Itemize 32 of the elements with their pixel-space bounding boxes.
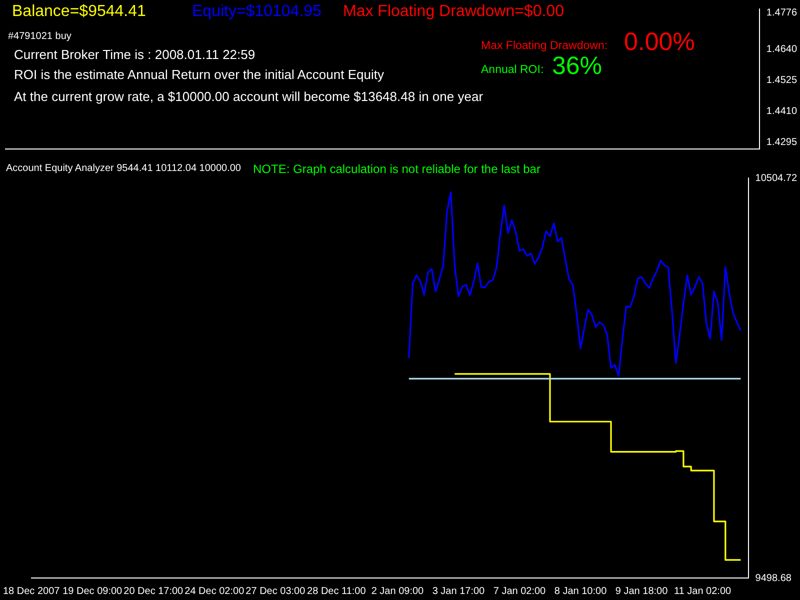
y-tick-label: 9498.68 bbox=[755, 572, 792, 584]
text: NOTE: Graph calculation is not reliable for the last bar bbox=[253, 162, 540, 176]
annotation: 0.00% bbox=[624, 28, 695, 57]
x-tick-label: 20 Dec 17:00 bbox=[124, 586, 184, 597]
annotation: Annual ROI: bbox=[481, 64, 544, 76]
x-tick-label: 2 Jan 09:00 bbox=[371, 586, 424, 597]
annotation: #4791021 buy bbox=[8, 31, 72, 42]
y-tick-label: 10504.72 bbox=[755, 172, 798, 184]
x-tick-label: 7 Jan 02:00 bbox=[493, 586, 546, 597]
annotation: 36% bbox=[552, 52, 602, 81]
annotation: Max Floating Drawdown=$0.00 bbox=[343, 3, 564, 21]
x-tick-label: 18 Dec 2007 bbox=[2, 586, 60, 597]
x-tick-label: 28 Dec 11:00 bbox=[307, 586, 366, 597]
annotation: ROI is the estimate Annual Return over the initial Account Equity bbox=[14, 67, 384, 82]
x-tick-label: 8 Jan 10:00 bbox=[554, 586, 608, 597]
x-tick-label: 3 Jan 17:00 bbox=[432, 586, 486, 597]
x-tick-label: 11 Jan 02:00 bbox=[674, 586, 732, 597]
x-tick-label: 19 Dec 09:00 bbox=[62, 586, 123, 597]
annotation: Equity=$10104.95 bbox=[192, 3, 322, 21]
x-tick-label: 27 Dec 03:00 bbox=[246, 586, 306, 597]
y-tick-label: 1.4295 bbox=[766, 137, 798, 148]
x-tick-label: 9 Jan 18:00 bbox=[615, 586, 668, 597]
y-tick-label: 1.4525 bbox=[766, 75, 798, 86]
y-tick-label: 1.4776 bbox=[766, 8, 798, 19]
y-tick-label: 1.4410 bbox=[766, 106, 798, 118]
annotation: Current Broker Time is : 2008.01.11 22:59 bbox=[14, 47, 256, 62]
y-tick-label: 1.4640 bbox=[766, 44, 798, 56]
annotation: Max Floating Drawdown: bbox=[481, 40, 608, 52]
chart-title: Account Equity Analyzer 9544.41 10112.04 10000.00 bbox=[6, 163, 241, 174]
annotation: At the current grow rate, a $10000.00 account will become $13648.48 in one year bbox=[14, 89, 484, 104]
x-tick-label: 24 Dec 02:00 bbox=[184, 586, 245, 597]
annotation: Balance=$9544.41 bbox=[12, 3, 146, 21]
